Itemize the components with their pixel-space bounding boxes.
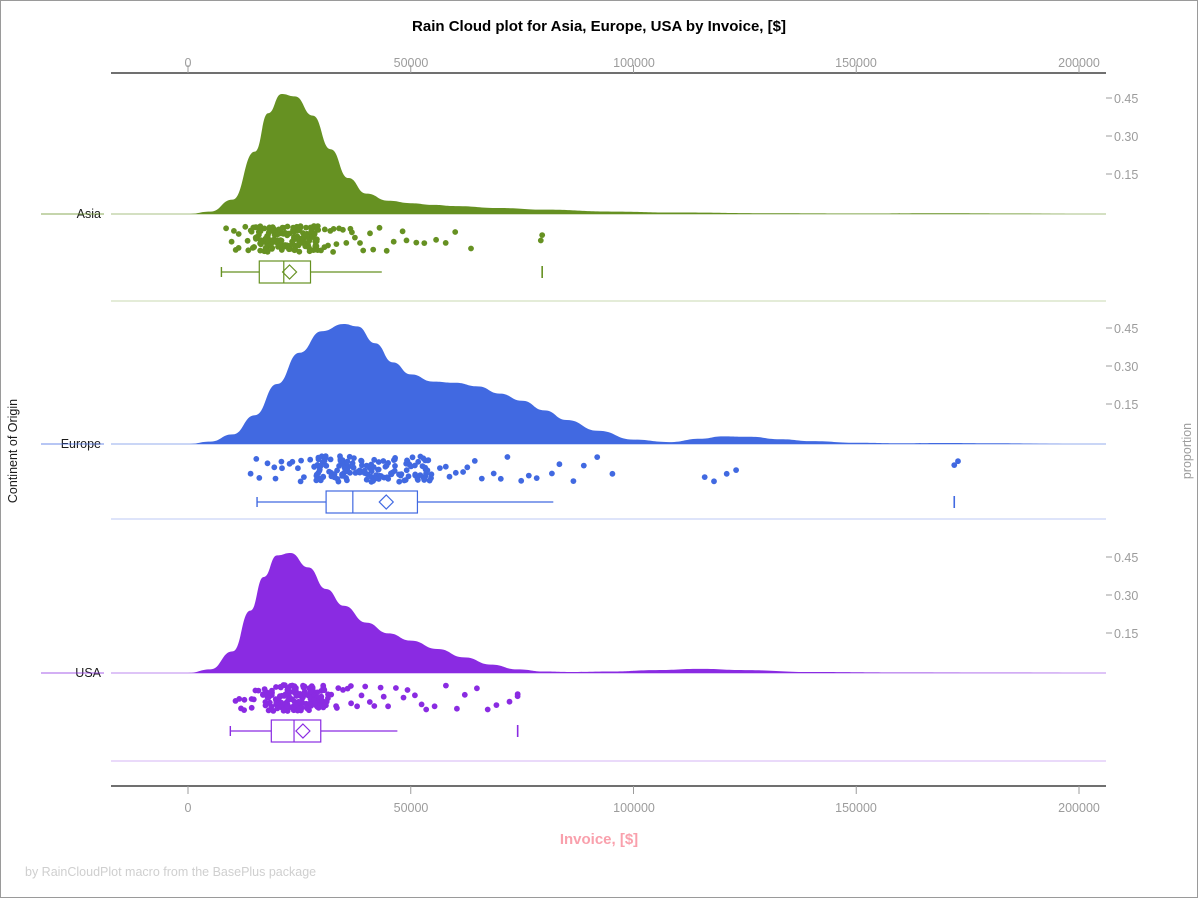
data-points-europe — [247, 453, 961, 485]
bottom-x-tick-50000: 50000 — [393, 801, 429, 815]
page-title: Rain Cloud plot for Asia, Europe, USA by… — [412, 18, 786, 35]
prop-tick-asia-015: 0.15 — [1114, 168, 1139, 182]
top-x-tick-50000: 50000 — [393, 56, 429, 70]
data-points-asia — [223, 223, 546, 255]
top-x-tick-100000: 100000 — [613, 56, 655, 70]
top-x-tick-200000: 200000 — [1058, 56, 1100, 70]
prop-tick-usa-045: 0.45 — [1114, 551, 1139, 565]
data-points-usa — [232, 682, 521, 714]
top-x-tick-150000: 150000 — [835, 56, 877, 70]
prop-tick-usa-030: 0.30 — [1114, 589, 1139, 603]
density-curve-asia — [111, 94, 1106, 214]
prop-tick-europe-015: 0.15 — [1114, 398, 1139, 412]
bottom-x-tick-100000: 100000 — [613, 801, 655, 815]
prop-tick-europe-045: 0.45 — [1114, 322, 1139, 336]
bottom-x-tick-200000: 200000 — [1058, 801, 1100, 815]
bottom-x-tick-0: 0 — [184, 801, 192, 815]
box-plot-europe — [256, 490, 956, 514]
box-plot-usa — [229, 719, 519, 743]
x-axis-label: Invoice, [$] — [559, 831, 639, 848]
prop-tick-europe-030: 0.30 — [1114, 360, 1139, 374]
prop-tick-usa-015: 0.15 — [1114, 627, 1139, 641]
prop-tick-asia-045: 0.45 — [1114, 92, 1139, 106]
top-x-tick-0: 0 — [184, 56, 192, 70]
bottom-x-tick-150000: 150000 — [835, 801, 877, 815]
box-plot-asia — [220, 260, 543, 284]
prop-tick-asia-030: 0.30 — [1114, 130, 1139, 144]
density-curve-usa — [111, 553, 1106, 673]
density-curve-europe — [111, 324, 1106, 444]
footnote: by RainCloudPlot macro from the BasePlus… — [25, 865, 317, 879]
